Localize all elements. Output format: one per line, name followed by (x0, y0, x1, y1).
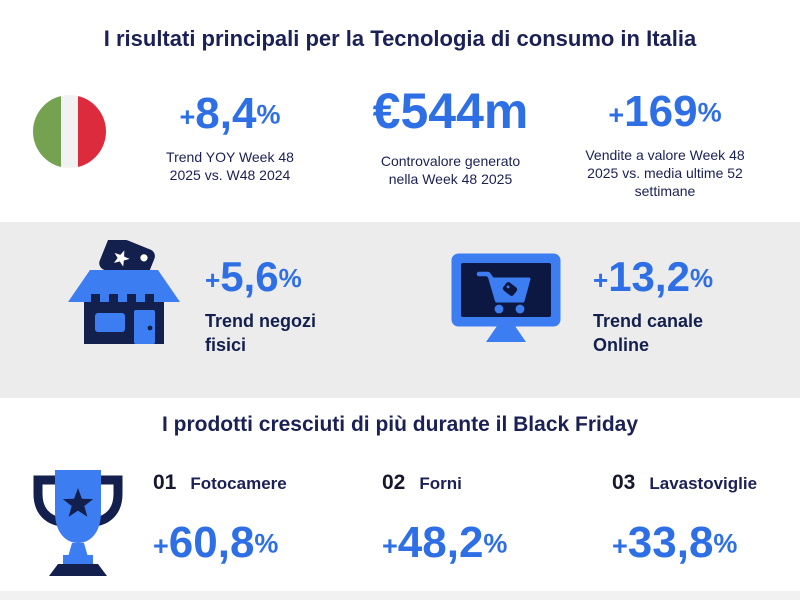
physical-store-icon (68, 235, 180, 344)
percent-sign: % (483, 528, 508, 559)
growth-number: 60,8 (168, 518, 255, 567)
percent-sign: % (689, 262, 714, 293)
shopping-cart-icon (476, 271, 531, 314)
product-name: Lavastoviglie (649, 474, 758, 493)
channel-number: 5,6 (220, 253, 279, 300)
product-name: Forni (419, 474, 462, 493)
kpi-number: 8,4 (195, 89, 257, 138)
footer-strip (0, 591, 800, 600)
growth-number: 33,8 (627, 518, 714, 567)
door-knob (147, 325, 153, 331)
trophy-icon (28, 464, 128, 576)
kpi-trend-yoy: +8,4% Trend YOY Week 48 2025 vs. W48 202… (130, 92, 330, 184)
rank-number: 02 (382, 471, 406, 494)
product-name: Fotocamere (190, 474, 287, 493)
plus-sign: + (608, 99, 625, 130)
product-growth-value: +60,8% (153, 521, 287, 565)
product-rank-row: 03 Lavastoviglie (612, 471, 757, 495)
product-rank-3: 03 Lavastoviglie +33,8% (612, 471, 757, 565)
kpi-trend-yoy-caption: Trend YOY Week 48 2025 vs. W48 2024 (166, 149, 294, 184)
kpi-turnover-value: €544m (372, 83, 529, 139)
percent-sign: % (256, 99, 281, 130)
kpi-turnover: €544m Controvalore generato nella Week 4… (348, 86, 553, 188)
kpi-turnover-caption: Controvalore generato nella Week 48 2025 (380, 153, 521, 188)
kpi-sales-vs-average-value: +169% (560, 90, 770, 134)
product-rank-2: 02 Forni +48,2% (382, 471, 507, 565)
percent-sign: % (713, 528, 738, 559)
channel-online-value: +13,2% (593, 256, 743, 298)
plus-sign: + (205, 264, 221, 295)
growth-number: 48,2 (397, 518, 484, 567)
channel-number: 13,2 (608, 253, 690, 300)
product-rank-1: 01 Fotocamere +60,8% (153, 471, 287, 565)
rank-number: 01 (153, 471, 177, 494)
trophy-base (49, 564, 107, 576)
plus-sign: + (612, 530, 628, 561)
trophy-stem (68, 543, 88, 557)
store-door (134, 310, 155, 344)
product-rank-row: 02 Forni (382, 471, 507, 495)
kpi-sales-vs-average-caption: Vendite a valore Week 48 2025 vs. media … (585, 147, 745, 200)
store-svg (68, 235, 180, 344)
product-growth-value: +48,2% (382, 521, 507, 565)
kpi-sales-vs-average: +169% Vendite a valore Week 48 2025 vs. … (560, 90, 770, 201)
rank-number: 03 (612, 471, 636, 494)
trophy-plinth (63, 555, 93, 564)
monitor-svg (451, 253, 561, 342)
product-rank-row: 01 Fotocamere (153, 471, 287, 495)
awning (68, 270, 180, 302)
online-shopping-monitor-icon (450, 252, 562, 344)
plus-sign: + (593, 264, 609, 295)
channel-physical-label: Trend negozi fisici (205, 311, 317, 356)
kpi-number: 169 (624, 87, 698, 136)
monitor-stand (486, 326, 526, 342)
italy-flag-svg (33, 95, 106, 168)
channel-physical-value: +5,6% (205, 256, 355, 298)
plus-sign: + (382, 530, 398, 561)
plus-sign: + (179, 101, 196, 132)
percent-sign: % (278, 262, 302, 293)
trophy-star (62, 488, 94, 517)
trophy-svg (33, 470, 123, 576)
main-title: I risultati principali per la Tecnologia… (103, 26, 697, 51)
kpi-trend-yoy-value: +8,4% (130, 92, 330, 136)
channel-online: +13,2% Trend canale Online (593, 256, 743, 358)
products-title: I prodotti cresciuti di più durante il B… (161, 413, 639, 436)
channels-band: +5,6% Trend negozi fisici (0, 222, 800, 398)
store-window (95, 313, 125, 332)
italy-flag-icon (33, 95, 106, 168)
percent-sign: % (254, 528, 279, 559)
plus-sign: + (153, 530, 169, 561)
product-growth-value: +33,8% (612, 521, 757, 565)
channel-physical-stores: +5,6% Trend negozi fisici (205, 256, 355, 358)
channel-online-label: Trend canale Online (593, 311, 704, 356)
awning-teeth (91, 294, 154, 302)
percent-sign: % (697, 97, 722, 128)
